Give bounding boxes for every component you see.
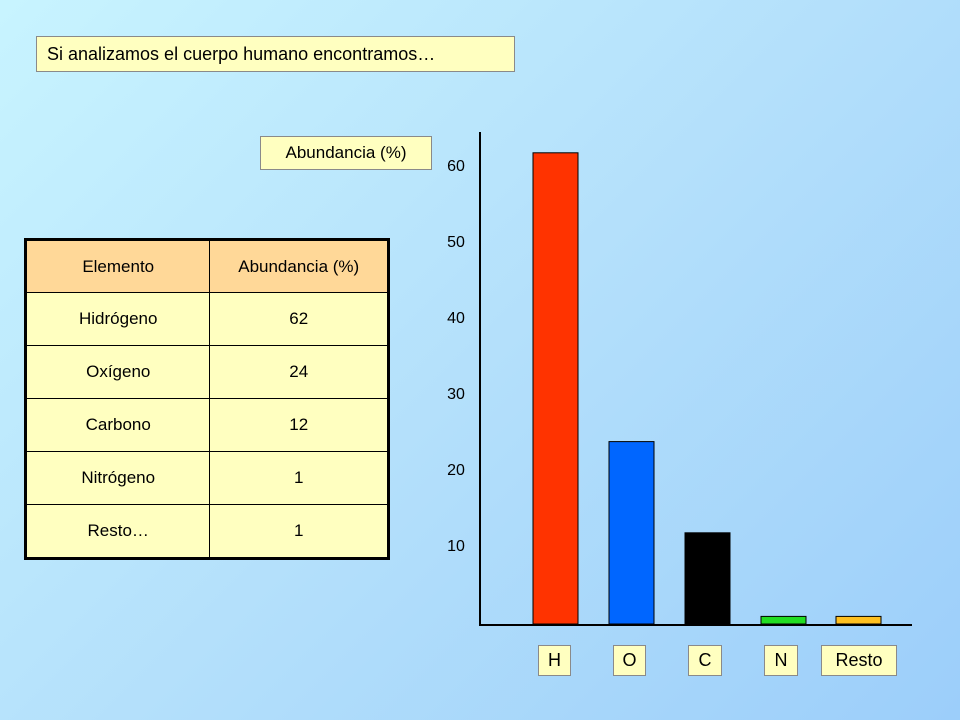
- table-row: Oxígeno 24: [24, 345, 389, 399]
- y-tick-label: 30: [447, 386, 465, 403]
- table-cell-element: Oxígeno: [24, 345, 211, 399]
- table-header-row: Elemento Abundancia (%): [24, 239, 389, 293]
- table-cell-abundance: 12: [209, 398, 389, 452]
- y-axis-label: Abundancia (%): [260, 136, 432, 170]
- table-header-element: Elemento: [24, 239, 211, 293]
- table-header-abundance: Abundancia (%): [209, 239, 389, 293]
- x-category-label: H: [538, 645, 571, 676]
- table-cell-abundance: 1: [209, 451, 389, 505]
- x-category-label: Resto: [821, 645, 897, 676]
- table-row: Carbono 12: [24, 398, 389, 452]
- bar-n: [760, 615, 807, 625]
- bar-resto: [835, 615, 882, 625]
- x-category-label: C: [688, 645, 722, 676]
- table-cell-abundance: 24: [209, 345, 389, 399]
- table-row: Resto… 1: [24, 504, 389, 559]
- table-cell-element: Carbono: [24, 398, 211, 452]
- slide-title: Si analizamos el cuerpo humano encontram…: [36, 36, 515, 72]
- y-tick-label: 10: [447, 538, 465, 555]
- bar-h: [532, 152, 579, 625]
- table-cell-element: Hidrógeno: [24, 292, 211, 346]
- x-category-label: O: [613, 645, 646, 676]
- abundance-table: Elemento Abundancia (%) Hidrógeno 62 Oxí…: [24, 238, 390, 560]
- y-tick-label: 50: [447, 234, 465, 251]
- table-row: Nitrógeno 1: [24, 451, 389, 505]
- y-tick-label: 20: [447, 462, 465, 479]
- table-cell-abundance: 1: [209, 504, 389, 559]
- bar-o: [608, 441, 655, 625]
- x-category-label: N: [764, 645, 798, 676]
- table-cell-element: Resto…: [24, 504, 211, 559]
- table-row: Hidrógeno 62: [24, 292, 389, 346]
- bar-c: [684, 532, 731, 625]
- y-tick-label: 40: [447, 310, 465, 327]
- y-tick-label: 60: [447, 158, 465, 175]
